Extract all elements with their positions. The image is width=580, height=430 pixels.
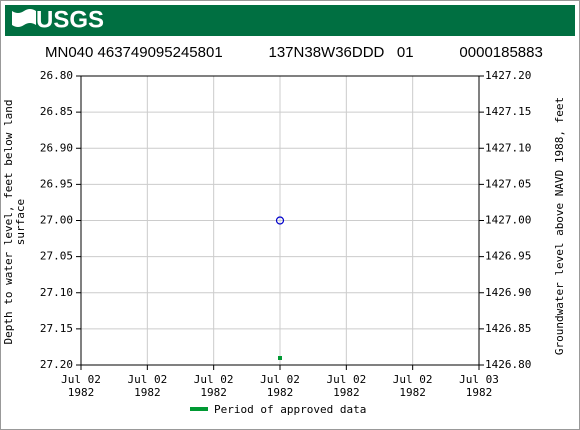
y-tick-label: 27.00 [40,214,73,227]
logo-text: USGS [36,6,104,33]
y2-tick-label: 1427.15 [485,105,531,118]
y-tick-label: 26.90 [40,141,73,154]
approved-period [278,356,282,360]
x-tick-label: Jul 02 1982 [392,373,433,399]
chart-title: MN040 463749095245801 137N38W36DDD 01 00… [45,44,543,61]
y2-tick-label: 1427.00 [485,214,531,227]
x-tick-label: Jul 02 1982 [127,373,168,399]
y2-tick-label: 1426.80 [485,358,531,371]
y-tick-label: 27.10 [40,286,73,299]
y-tick-label: 26.80 [40,69,73,82]
x-tick-label: Jul 02 1982 [326,373,367,399]
y2-tick-label: 1426.90 [485,286,531,299]
y-tick-label: 27.15 [40,322,73,335]
x-tick-label: Jul 03 1982 [459,373,499,399]
header-bar [5,5,575,36]
y-tick-label: 27.05 [40,250,73,263]
logo-mark [12,9,36,27]
x-tick-label: Jul 02 1982 [193,373,234,399]
y2-tick-label: 1427.10 [485,141,531,154]
legend-label: Period of approved data [214,403,366,416]
y2-tick-label: 1426.95 [485,250,531,263]
y2-axis-title: Groundwater level above NAVD 1988, feet [553,96,566,356]
x-tick-label: Jul 02 1982 [260,373,300,399]
y-tick-label: 26.95 [40,177,73,190]
y-tick-label: 26.85 [40,105,73,118]
y2-tick-label: 1426.85 [485,322,531,335]
x-tick-label: Jul 02 1982 [61,373,101,399]
y-tick-label: 27.20 [40,358,73,371]
y-axis-title: Depth to water level, feet below land su… [2,99,27,345]
legend-swatch [190,407,208,411]
y2-tick-label: 1427.05 [485,177,531,190]
y2-tick-label: 1427.20 [485,69,531,82]
data-point [275,216,285,225]
